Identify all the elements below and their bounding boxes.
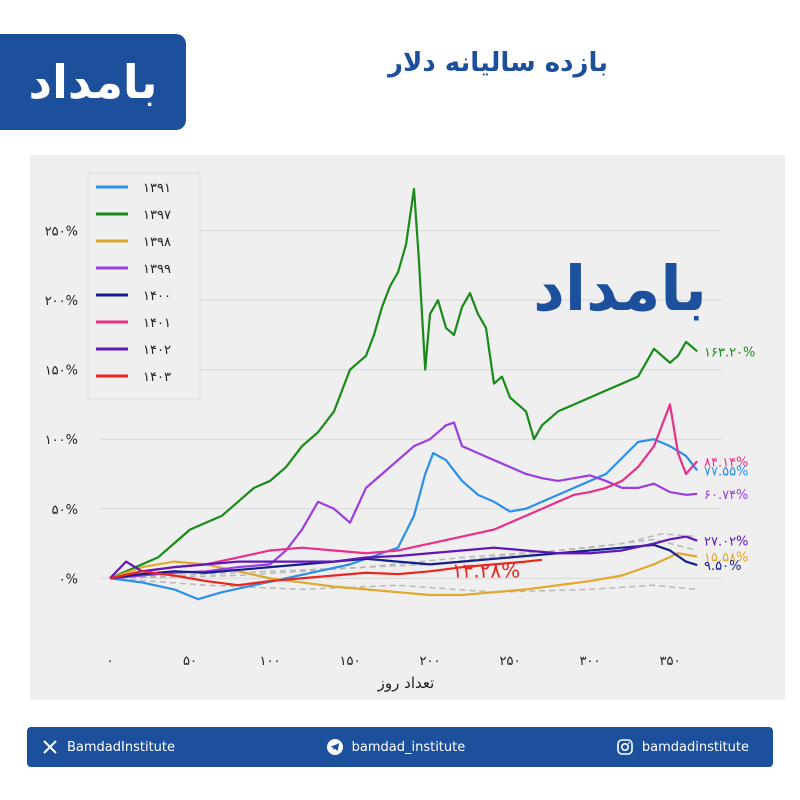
- brand-logo: بامداد: [28, 55, 158, 109]
- y-tick-label: ۱۰۰%: [45, 433, 78, 448]
- x-axis-label: تعداد روز: [377, 674, 435, 692]
- telegram-icon: [326, 738, 344, 756]
- x-handle: BamdadInstitute: [67, 739, 176, 755]
- inline-value-label: ۱۳.۲۸%: [452, 558, 520, 582]
- x-tick-label: ۰: [107, 654, 114, 669]
- legend-label: ۱۴۰۳: [143, 370, 171, 385]
- background-dashed-line: [109, 533, 698, 580]
- end-value-label: ۶۰.۷۴%: [704, 488, 748, 503]
- end-value-label: ۹.۵۰%: [704, 559, 741, 574]
- end-value-label: ۲۷.۰۲%: [704, 535, 748, 550]
- x-icon: [41, 738, 59, 756]
- chart-container: ۰% ۵۰% ۱۰۰% ۱۵۰% ۲۰۰% ۲۵۰% ۰ ۵۰ ۱۰۰ ۱۵۰ ۲۰۰ ۲۵۰ ۳۰۰ ۳…: [30, 155, 785, 700]
- legend-label: ۱۴۰۱: [143, 316, 171, 331]
- legend-label: ۱۳۹۹: [143, 262, 171, 277]
- footer-bar: BamdadInstitute bamdad_institute bamdadi…: [27, 727, 773, 767]
- telegram-handle: bamdad_institute: [351, 739, 466, 755]
- series-line: [109, 187, 698, 580]
- series-line: [109, 438, 699, 601]
- end-value-label: ۱۵.۵۸%: [704, 551, 748, 566]
- end-value-label: ۱۶۳.۲۰%: [704, 345, 755, 360]
- x-tick-label: ۵۰: [183, 654, 197, 669]
- background-dashed-line: [109, 577, 698, 593]
- social-telegram[interactable]: bamdad_institute: [326, 738, 466, 756]
- social-instagram[interactable]: bamdadinstitute: [616, 738, 749, 756]
- legend-label: ۱۳۹۷: [143, 208, 171, 223]
- end-value-label: ۸۴.۱۴%: [704, 455, 748, 470]
- series-line: [109, 552, 698, 597]
- x-tick-label: ۳۵۰: [660, 654, 681, 669]
- y-tick-label: ۵۰%: [52, 503, 78, 518]
- end-value-label: ۷۷.۵۵%: [704, 464, 748, 479]
- line-chart: ۰% ۵۰% ۱۰۰% ۱۵۰% ۲۰۰% ۲۵۰% ۰ ۵۰ ۱۰۰ ۱۵۰ ۲۰۰ ۲۵۰ ۳۰۰ ۳…: [45, 172, 755, 692]
- y-tick-label: ۱۵۰%: [45, 364, 78, 379]
- legend-box: [87, 172, 201, 400]
- social-x[interactable]: BamdadInstitute: [41, 738, 175, 756]
- x-tick-label: ۲۵۰: [500, 654, 521, 669]
- legend-label: ۱۴۰۰: [143, 289, 171, 304]
- y-tick-label: ۲۵۰%: [45, 225, 78, 240]
- legend-label: ۱۳۹۸: [143, 235, 171, 250]
- series-line: [109, 403, 699, 580]
- y-tick-label: ۰%: [59, 572, 78, 587]
- series-line: [109, 535, 698, 580]
- x-tick-label: ۱۰۰: [260, 654, 281, 669]
- logo-box: بامداد: [0, 34, 186, 130]
- chart-watermark: بامداد: [533, 252, 707, 325]
- page-title: بازده سالیانه دلار: [388, 48, 608, 78]
- series-line: [109, 558, 543, 587]
- x-tick-label: ۱۵۰: [340, 654, 361, 669]
- y-tick-label: ۲۰۰%: [45, 294, 78, 309]
- x-tick-label: ۳۰۰: [580, 654, 601, 669]
- instagram-icon: [616, 738, 634, 756]
- legend-label: ۱۳۹۱: [143, 181, 171, 196]
- x-tick-label: ۲۰۰: [420, 654, 441, 669]
- legend-label: ۱۴۰۲: [143, 343, 171, 358]
- background-dashed-line: [109, 538, 698, 580]
- instagram-handle: bamdadinstitute: [641, 739, 749, 755]
